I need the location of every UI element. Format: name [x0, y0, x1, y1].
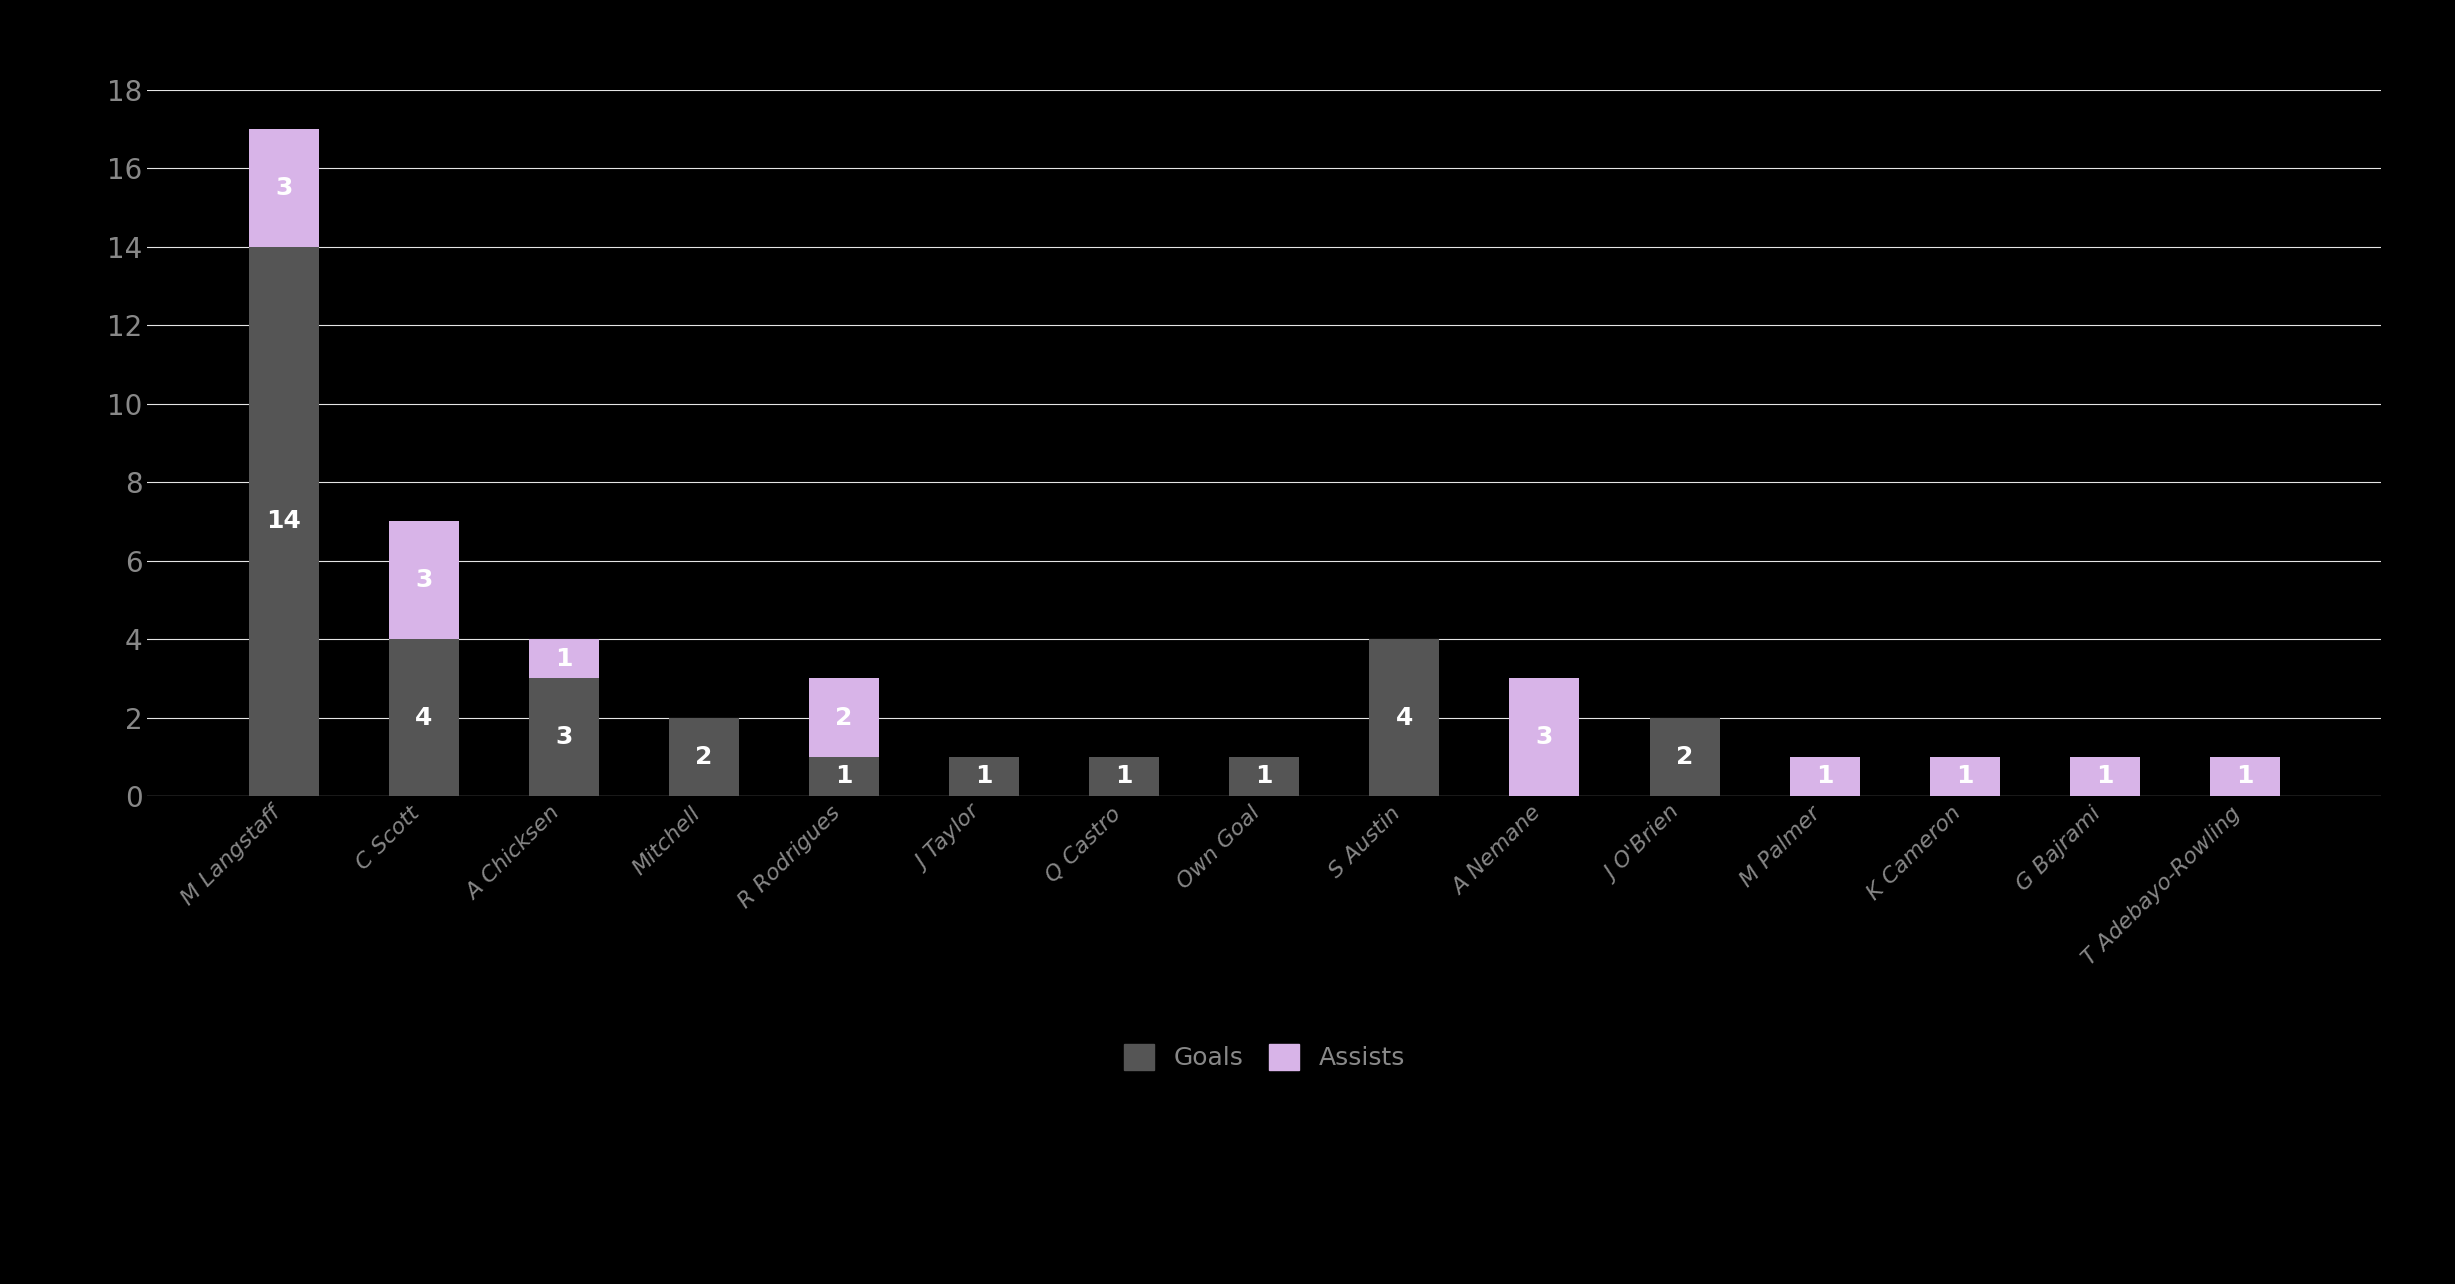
Text: 1: 1: [2097, 764, 2114, 788]
Text: 1: 1: [1817, 764, 1834, 788]
Bar: [2210, 756, 2281, 796]
Bar: [388, 639, 459, 796]
Text: 1: 1: [975, 764, 992, 788]
Bar: [1090, 756, 1159, 796]
Text: 1: 1: [1957, 764, 1974, 788]
Text: 4: 4: [1397, 706, 1414, 729]
Text: 2: 2: [1677, 745, 1694, 769]
Text: 1: 1: [555, 647, 572, 670]
Bar: [528, 639, 599, 678]
Text: 1: 1: [1255, 764, 1274, 788]
Text: 3: 3: [275, 176, 292, 200]
Bar: [248, 247, 319, 796]
Bar: [810, 756, 879, 796]
Text: 3: 3: [1537, 725, 1554, 750]
Bar: [248, 130, 319, 247]
Text: 3: 3: [555, 725, 572, 750]
Bar: [1650, 718, 1718, 796]
Text: 2: 2: [695, 745, 712, 769]
Bar: [1370, 639, 1439, 796]
Legend: Goals, Assists: Goals, Assists: [1115, 1034, 1414, 1080]
Text: 14: 14: [268, 510, 302, 533]
Bar: [388, 521, 459, 639]
Bar: [1510, 678, 1579, 796]
Bar: [950, 756, 1019, 796]
Bar: [1230, 756, 1299, 796]
Bar: [528, 678, 599, 796]
Bar: [810, 678, 879, 756]
Text: 2: 2: [835, 706, 852, 729]
Text: 1: 1: [2237, 764, 2254, 788]
Text: 1: 1: [1115, 764, 1134, 788]
Bar: [2070, 756, 2141, 796]
Bar: [1790, 756, 1858, 796]
Text: 3: 3: [415, 569, 432, 592]
Text: 1: 1: [835, 764, 852, 788]
Text: 4: 4: [415, 706, 432, 729]
Bar: [1930, 756, 2001, 796]
Bar: [670, 718, 739, 796]
